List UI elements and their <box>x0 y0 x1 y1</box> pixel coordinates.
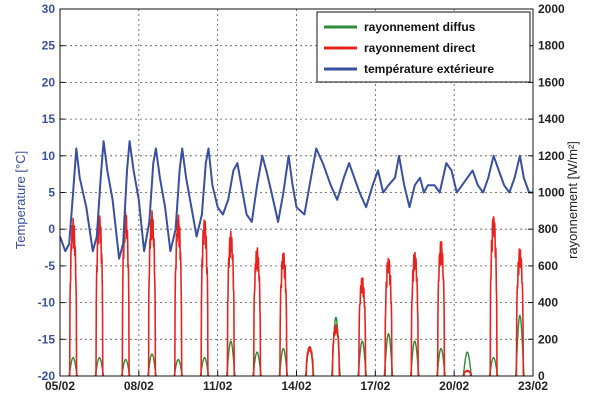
direct-radiation-spike <box>68 217 78 377</box>
direct-radiation-spike <box>331 324 341 377</box>
y-tick-label-left: 10 <box>42 149 56 163</box>
x-tick-label: 14/02 <box>281 379 311 393</box>
grid-lines <box>60 9 533 376</box>
x-tick-label: 17/02 <box>360 379 390 393</box>
y-tick-label-left: 5 <box>48 186 55 200</box>
y-tick-label-right: 200 <box>538 332 558 346</box>
direct-radiation-spike <box>489 216 498 377</box>
y-tick-label-left: 20 <box>42 75 56 89</box>
y-tick-label-left: -5 <box>44 259 55 273</box>
y-tick-label-right: 600 <box>538 259 558 273</box>
x-tick-label: 20/02 <box>439 379 469 393</box>
y-axis-label-left: Temperature [°C] <box>13 151 28 249</box>
y-tick-label-left: -10 <box>38 296 56 310</box>
y-tick-label-right: 1400 <box>538 112 565 126</box>
temperature-line <box>59 140 533 260</box>
direct-radiation-spike <box>121 211 130 377</box>
direct-radiation-spike <box>147 210 157 377</box>
series-layer <box>59 140 533 377</box>
y-tick-label-left: 30 <box>42 2 56 16</box>
direct-radiation-spike <box>252 247 262 377</box>
direct-radiation-spike <box>226 230 235 377</box>
y-tick-label-right: 1600 <box>538 75 565 89</box>
tick-labels: -20 -15 -10 -5 0 5 10 15 20 25 30 0 200 400 600 800 1000… <box>38 2 565 393</box>
diffus-radiation-burst <box>462 351 473 377</box>
y-axis-label-right: rayonnement [W/m²] <box>565 141 580 259</box>
direct-radiation-spike <box>463 369 472 377</box>
y-tick-label-left: 0 <box>48 222 55 236</box>
legend-label-temperature: température extérieure <box>364 62 494 76</box>
y-tick-label-left: 25 <box>42 39 56 53</box>
direct-radiation-spike <box>436 241 446 377</box>
direct-radiation-spike <box>358 277 367 377</box>
legend-label-diffus: rayonnement diffus <box>364 20 476 34</box>
y-tick-label-right: 1200 <box>538 149 565 163</box>
y-tick-label-right: 2000 <box>538 2 565 16</box>
legend: rayonnement diffus rayonnement direct te… <box>316 11 531 83</box>
direct-radiation-spike <box>410 251 419 377</box>
y-tick-label-right: 1000 <box>538 186 565 200</box>
y-tick-label-left: -15 <box>38 332 56 346</box>
y-tick-label-left: -20 <box>38 369 56 383</box>
y-tick-label-left: 15 <box>42 112 56 126</box>
direct-radiation-spike <box>95 215 104 377</box>
x-tick-label: 05/02 <box>45 379 75 393</box>
legend-label-direct: rayonnement direct <box>364 41 475 55</box>
direct-radiation-spike <box>515 248 525 377</box>
direct-radiation-spike <box>200 219 209 377</box>
y-tick-label-right: 800 <box>538 222 558 236</box>
direct-radiation-spike <box>279 252 288 377</box>
direct-radiation-spike <box>384 257 393 377</box>
y-tick-label-right: 0 <box>538 369 545 383</box>
direct-radiation-spike <box>305 346 314 377</box>
direct-radiation-spike <box>174 214 183 377</box>
x-tick-label: 08/02 <box>124 379 154 393</box>
y-tick-label-right: 1800 <box>538 39 565 53</box>
x-tick-label: 23/02 <box>518 379 548 393</box>
y-tick-label-right: 400 <box>538 296 558 310</box>
x-tick-label: 11/02 <box>203 379 233 393</box>
